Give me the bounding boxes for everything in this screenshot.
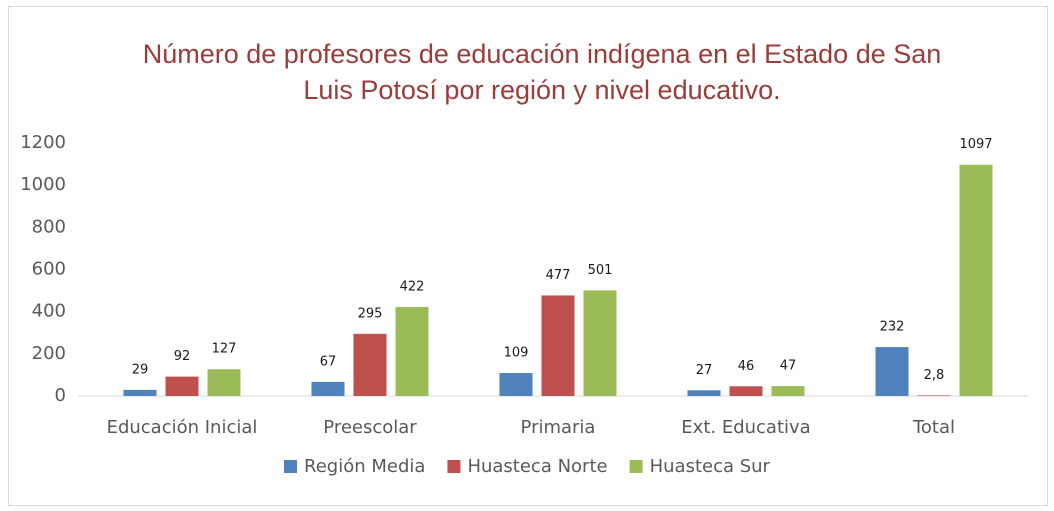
legend-label: Región Media bbox=[304, 456, 425, 477]
bar bbox=[959, 164, 993, 396]
bar bbox=[875, 347, 909, 396]
data-label: 67 bbox=[320, 354, 337, 369]
data-label: 47 bbox=[780, 359, 797, 374]
data-label: 46 bbox=[738, 359, 755, 374]
data-label: 127 bbox=[212, 342, 237, 357]
data-label: 232 bbox=[880, 320, 905, 335]
data-label: 2,8 bbox=[924, 368, 945, 383]
y-tick-label: 1000 bbox=[20, 174, 66, 195]
y-tick-label: 200 bbox=[32, 343, 66, 364]
bar bbox=[541, 295, 575, 396]
bar bbox=[311, 381, 345, 396]
data-label: 109 bbox=[504, 346, 529, 361]
chart-frame bbox=[8, 6, 1048, 506]
data-label: 29 bbox=[132, 362, 149, 377]
bar bbox=[165, 376, 199, 396]
y-tick-label: 600 bbox=[32, 259, 66, 280]
data-label: 477 bbox=[546, 268, 571, 283]
bar bbox=[207, 369, 241, 396]
x-tick-label: Preescolar bbox=[323, 417, 417, 438]
bar bbox=[917, 395, 951, 396]
legend-swatch bbox=[447, 460, 461, 473]
bar bbox=[353, 333, 387, 396]
y-tick-label: 1200 bbox=[20, 132, 66, 153]
x-tick-label: Ext. Educativa bbox=[681, 417, 810, 438]
legend-swatch bbox=[629, 460, 643, 473]
x-tick-label: Total bbox=[912, 417, 955, 438]
chart-title: Número de profesores de educación indíge… bbox=[142, 39, 942, 105]
data-label: 501 bbox=[588, 263, 613, 278]
bar bbox=[771, 386, 805, 396]
bar bbox=[729, 386, 763, 396]
data-label: 295 bbox=[358, 306, 383, 321]
data-label: 1097 bbox=[959, 137, 992, 152]
data-label: 27 bbox=[696, 363, 713, 378]
bar bbox=[395, 307, 429, 396]
data-label: 422 bbox=[400, 280, 425, 295]
y-tick-label: 0 bbox=[55, 385, 66, 406]
legend-label: Huasteca Sur bbox=[650, 456, 771, 477]
legend-swatch bbox=[284, 460, 298, 473]
bar bbox=[123, 389, 157, 396]
bar bbox=[499, 373, 533, 396]
legend-label: Huasteca Norte bbox=[467, 456, 607, 477]
bar bbox=[687, 390, 721, 396]
x-tick-label: Primaria bbox=[521, 417, 596, 438]
y-tick-label: 400 bbox=[32, 301, 66, 322]
x-tick-label: Educación Inicial bbox=[107, 417, 258, 438]
y-tick-label: 800 bbox=[32, 216, 66, 237]
data-label: 92 bbox=[174, 349, 191, 364]
bar bbox=[583, 290, 617, 396]
